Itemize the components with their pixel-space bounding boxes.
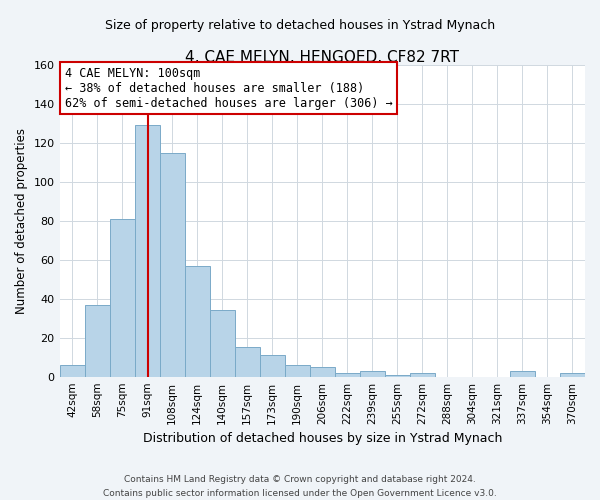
Bar [360, 371, 385, 376]
Bar [310, 367, 335, 376]
Bar [285, 365, 310, 376]
Y-axis label: Number of detached properties: Number of detached properties [15, 128, 28, 314]
Text: Contains HM Land Registry data © Crown copyright and database right 2024.
Contai: Contains HM Land Registry data © Crown c… [103, 476, 497, 498]
Bar [110, 219, 134, 376]
Bar [160, 152, 185, 376]
Bar [209, 310, 235, 376]
Bar [560, 373, 585, 376]
Bar [185, 266, 209, 376]
Bar [385, 374, 410, 376]
Bar [134, 126, 160, 376]
Bar [85, 304, 110, 376]
Text: Size of property relative to detached houses in Ystrad Mynach: Size of property relative to detached ho… [105, 20, 495, 32]
Bar [260, 356, 285, 376]
Bar [335, 373, 360, 376]
Text: 4 CAE MELYN: 100sqm
← 38% of detached houses are smaller (188)
62% of semi-detac: 4 CAE MELYN: 100sqm ← 38% of detached ho… [65, 66, 392, 110]
Bar [510, 371, 535, 376]
Bar [410, 373, 435, 376]
Title: 4, CAE MELYN, HENGOED, CF82 7RT: 4, CAE MELYN, HENGOED, CF82 7RT [185, 50, 459, 65]
Bar [59, 365, 85, 376]
X-axis label: Distribution of detached houses by size in Ystrad Mynach: Distribution of detached houses by size … [143, 432, 502, 445]
Bar [235, 348, 260, 376]
